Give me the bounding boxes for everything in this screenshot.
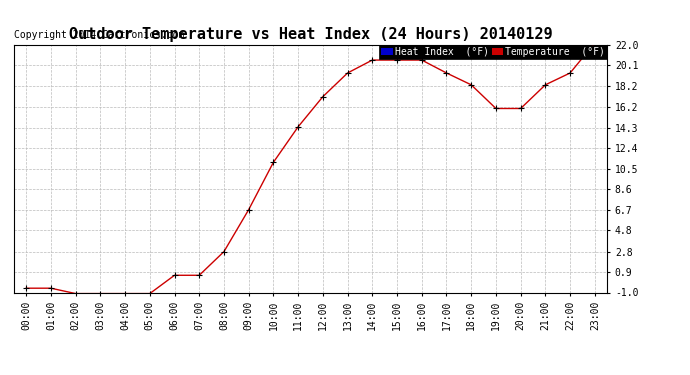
Legend: Heat Index  (°F), Temperature  (°F): Heat Index (°F), Temperature (°F) [380, 45, 607, 59]
Title: Outdoor Temperature vs Heat Index (24 Hours) 20140129: Outdoor Temperature vs Heat Index (24 Ho… [69, 27, 552, 42]
Text: Copyright 2014 Cartronics.com: Copyright 2014 Cartronics.com [14, 30, 184, 40]
